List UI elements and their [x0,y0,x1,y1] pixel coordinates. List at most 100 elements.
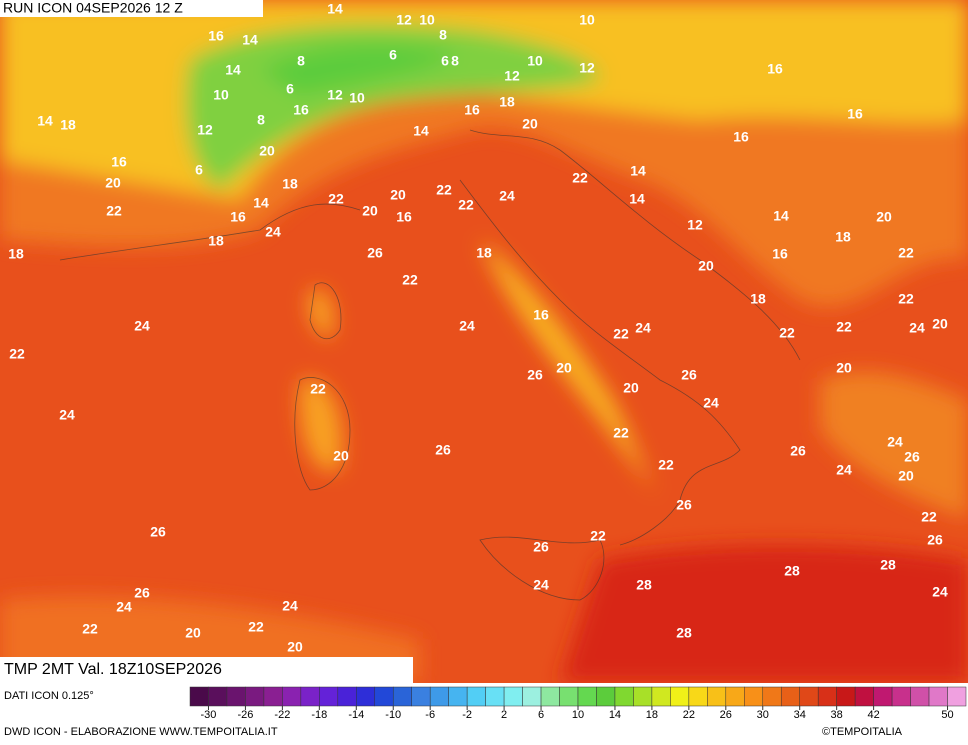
temperature-label: 28 [676,625,692,641]
variable-title: TMP 2MT Val. 18Z10SEP2026 [4,661,222,678]
colorbar-tick-label: -18 [311,709,327,721]
colorbar-tick-label: 10 [572,709,584,721]
colorbar-swatch [189,686,209,707]
temperature-label: 16 [111,154,127,170]
temperature-label: 26 [435,442,451,458]
colorbar-tick-label: 2 [501,709,507,721]
colorbar-tick-label: -14 [348,709,364,721]
temperature-label: 14 [773,208,789,224]
colorbar-swatch [799,686,819,707]
colorbar-swatch [559,686,579,707]
temperature-label: 24 [282,598,298,614]
temperature-label: 22 [590,528,606,544]
temperature-label: 26 [676,497,692,513]
temperature-label: 16 [772,246,788,262]
colorbar-swatch [762,686,782,707]
brand-note: ©TEMPOITALIA [822,726,903,738]
colorbar-swatch [226,686,246,707]
colorbar-swatch [707,686,727,707]
temperature-label: 14 [37,113,53,129]
colorbar-tick-label: 18 [646,709,658,721]
temperature-label: 20 [362,203,378,219]
colorbar-tick-label: -26 [237,709,253,721]
temperature-label: 24 [836,462,852,478]
source-note: DATI ICON 0.125° [4,690,94,702]
temperature-label: 22 [613,326,629,342]
colorbar-swatch [873,686,893,707]
temperature-label: 14 [225,62,241,78]
colorbar-swatch [891,686,911,707]
colorbar-tick-label: 26 [720,709,732,721]
colorbar-swatch [374,686,394,707]
credit-note: DWD ICON - ELABORAZIONE WWW.TEMPOITALIA.… [4,726,278,738]
temperature-label: 20 [876,209,892,225]
colorbar-swatch [411,686,431,707]
temperature-label: 26 [527,367,543,383]
colorbar-swatch [854,686,874,707]
temperature-label: 6 [441,53,449,69]
temperature-label: 24 [533,577,549,593]
temperature-label: 22 [328,191,344,207]
colorbar-swatch [633,686,653,707]
temperature-label: 20 [932,316,948,332]
temperature-label: 26 [681,367,697,383]
colorbar-swatch [725,686,745,707]
colorbar-swatch [263,686,283,707]
temperature-label: 22 [898,291,914,307]
temperature-label: 22 [613,425,629,441]
temperature-label: 22 [658,457,674,473]
temperature-label: 22 [310,381,326,397]
colorbar-swatch [780,686,800,707]
temperature-label: 16 [396,209,412,225]
temperature-label: 18 [60,117,76,133]
temperature-label: 24 [909,320,925,336]
colorbar-swatch [744,686,764,707]
temperature-label: 24 [499,188,515,204]
temperature-label: 20 [333,448,349,464]
colorbar-swatch [208,686,228,707]
colorbar-tick-label: -30 [201,709,217,721]
colorbar-swatch [466,686,486,707]
colorbar-swatch [670,686,690,707]
temperature-label: 20 [287,639,303,655]
temperature-label: 10 [527,53,543,69]
temperature-label: 8 [439,27,447,43]
temperature-label: 10 [349,90,365,106]
temperature-label: 12 [579,60,595,76]
temperature-label: 18 [208,233,224,249]
colorbar-tick-label: -2 [462,709,472,721]
colorbar-tick-label: -22 [274,709,290,721]
temperature-label: 12 [197,122,213,138]
temperature-label: 22 [836,319,852,335]
temperature-label: 16 [767,61,783,77]
temperature-label: 22 [9,346,25,362]
run-title: RUN ICON 04SEP2026 12 Z [3,0,183,16]
temperature-label: 24 [635,320,651,336]
colorbar-tick-label: 50 [941,709,953,721]
temperature-label: 24 [459,318,475,334]
colorbar-swatch [596,686,616,707]
colorbar-swatch [947,686,967,707]
temperature-label: 14 [630,163,646,179]
temperature-label: 20 [556,360,572,376]
temperature-label: 18 [476,245,492,261]
colorbar-swatch [577,686,597,707]
temperature-label: 10 [213,87,229,103]
temperature-label: 26 [533,539,549,555]
temperature-label: 18 [8,246,24,262]
temperature-label: 12 [327,87,343,103]
temperature-label: 16 [230,209,246,225]
temperature-label: 24 [265,224,281,240]
temperature-label: 20 [623,380,639,396]
temperature-label: 22 [106,203,122,219]
temperature-label: 24 [134,318,150,334]
temperature-label: 26 [367,245,383,261]
footer-box [0,657,413,683]
colorbar-swatch [817,686,837,707]
colorbar-swatch [319,686,339,707]
colorbar-swatch [928,686,948,707]
temperature-label: 24 [887,434,903,450]
temperature-label: 8 [451,53,459,69]
colorbar-swatch [503,686,523,707]
